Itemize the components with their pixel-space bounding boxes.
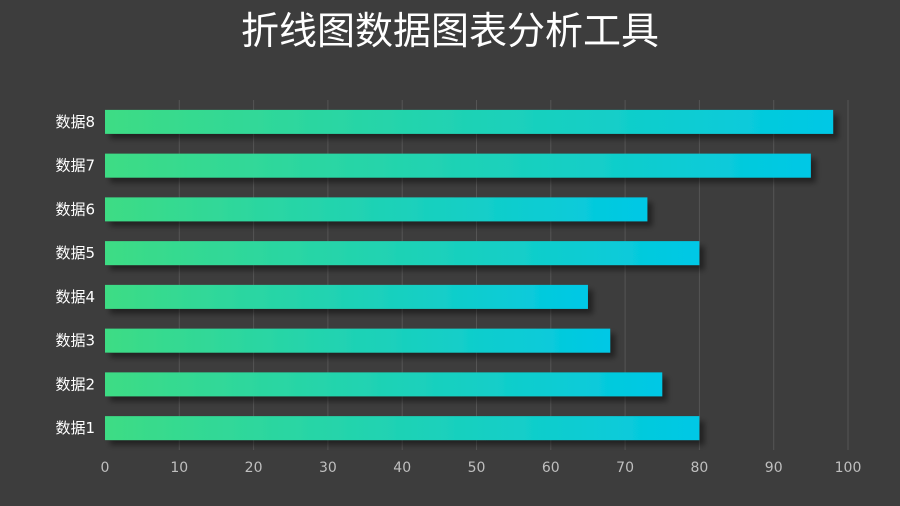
x-tick-label: 20 (245, 460, 263, 476)
x-tick-label: 10 (170, 460, 188, 476)
category-label: 数据1 (55, 419, 95, 437)
x-tick-label: 30 (319, 460, 337, 476)
x-tick-label: 90 (765, 460, 783, 476)
bar (105, 241, 700, 266)
x-axis-tick-labels: 0 10 20 30 40 50 60 70 80 90 100 (101, 460, 862, 476)
category-label: 数据8 (55, 113, 95, 131)
category-label: 数据4 (55, 288, 95, 306)
bar (105, 416, 700, 441)
x-tick-label: 70 (616, 460, 634, 476)
bar (105, 153, 811, 178)
category-label: 数据7 (55, 157, 95, 175)
chart-title: 折线图数据图表分析工具 (240, 9, 659, 53)
category-label: 数据6 (55, 200, 95, 218)
x-tick-label: 100 (835, 460, 862, 476)
bar (105, 197, 648, 222)
x-tick-label: 60 (542, 460, 560, 476)
category-label: 数据3 (55, 332, 95, 350)
x-tick-label: 40 (393, 460, 411, 476)
x-tick-label: 50 (468, 460, 486, 476)
x-tick-label: 80 (690, 460, 708, 476)
bars (105, 109, 834, 441)
x-tick-label: 0 (101, 460, 110, 476)
bar (105, 328, 611, 353)
bar (105, 109, 834, 134)
category-labels: 数据1 数据2 数据3 数据4 数据5 数据6 数据7 数据8 (55, 113, 95, 437)
category-label: 数据2 (55, 375, 95, 393)
bar (105, 284, 588, 309)
bar (105, 372, 663, 397)
category-label: 数据5 (55, 244, 95, 262)
grid-lines (178, 100, 849, 450)
